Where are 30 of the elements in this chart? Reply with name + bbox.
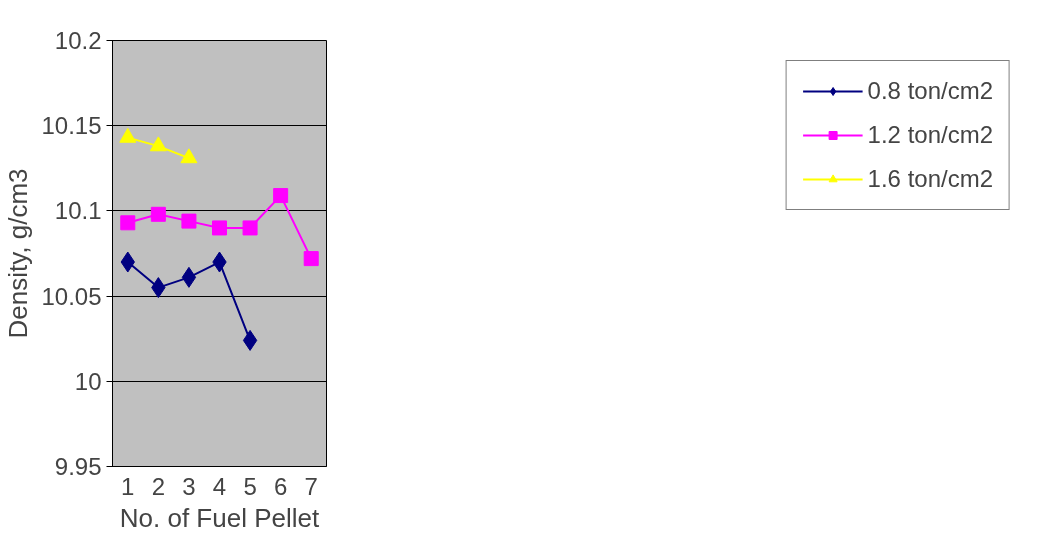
y-tick-label: 9.95 xyxy=(54,453,102,480)
x-axis-title: No. of Fuel Pellet xyxy=(119,502,320,533)
y-axis-title: Density, g/cm3 xyxy=(3,168,34,339)
x-tick-label: 2 xyxy=(151,472,166,500)
point xyxy=(150,206,166,222)
point xyxy=(212,220,227,236)
x-tick-label: 5 xyxy=(243,472,257,500)
point xyxy=(181,213,197,229)
x-tick-label: 7 xyxy=(304,472,318,500)
legend-label: 1.2 ton/cm2 xyxy=(867,121,993,149)
y-tick-label: 10 xyxy=(74,367,102,395)
point xyxy=(120,215,136,231)
y-tick-label: 10.05 xyxy=(41,282,102,310)
y-tick-label: 10.1 xyxy=(54,197,102,225)
point xyxy=(119,127,137,143)
x-tick-label: 1 xyxy=(121,472,135,500)
legend-label: 1.6 ton/cm2 xyxy=(867,165,993,193)
point xyxy=(180,148,198,164)
x-tick-label: 4 xyxy=(212,472,227,500)
point xyxy=(149,136,167,152)
point xyxy=(303,251,319,267)
y-tick-label: 10.2 xyxy=(54,27,102,54)
point xyxy=(181,266,197,288)
point xyxy=(242,220,258,236)
point xyxy=(273,188,289,204)
y-tick-label: 10.15 xyxy=(41,112,102,140)
legend-label: 0.8 ton/cm2 xyxy=(867,77,993,105)
x-tick-label: 6 xyxy=(273,472,288,500)
point xyxy=(242,329,258,351)
x-tick-label: 3 xyxy=(182,472,196,500)
